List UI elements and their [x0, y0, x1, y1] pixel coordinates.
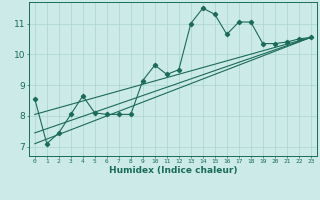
X-axis label: Humidex (Indice chaleur): Humidex (Indice chaleur): [108, 166, 237, 175]
